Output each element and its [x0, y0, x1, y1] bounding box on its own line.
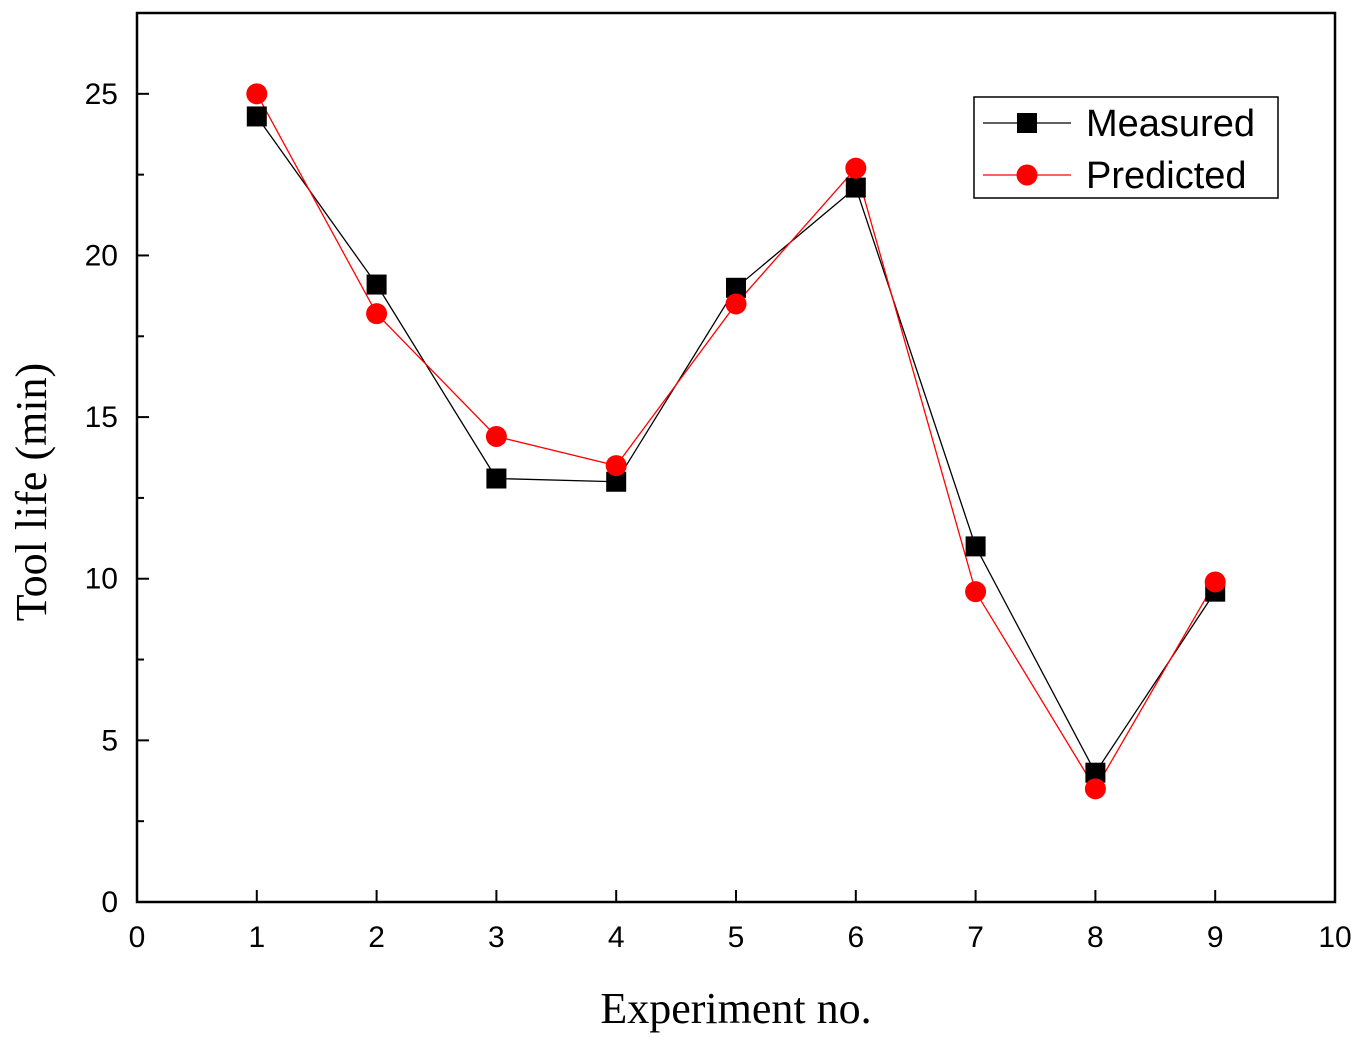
x-tick-label: 8	[1087, 921, 1104, 954]
x-axis-title: Experiment no.	[600, 984, 871, 1033]
y-tick-label: 20	[85, 239, 118, 272]
x-tick-label: 10	[1318, 921, 1351, 954]
predicted-point	[725, 293, 747, 315]
x-tick-label: 3	[488, 921, 505, 954]
measured-line	[256, 116, 1216, 774]
x-tick-label: 7	[967, 921, 984, 954]
x-tick-label: 0	[129, 921, 146, 954]
x-tick-label: 6	[847, 921, 864, 954]
x-tick-label: 1	[248, 921, 265, 954]
y-tick-label: 0	[101, 886, 118, 919]
predicted-point	[1084, 778, 1106, 800]
predicted-point	[605, 455, 627, 477]
predicted-point	[366, 303, 388, 325]
legend-predicted-label: Predicted	[1086, 155, 1247, 197]
legend-measured-marker	[1017, 113, 1037, 133]
measured-point	[965, 536, 986, 557]
x-tick-label: 2	[368, 921, 385, 954]
measured-point	[486, 468, 507, 489]
y-tick-label: 5	[101, 724, 118, 757]
measured-point	[1085, 762, 1106, 783]
y-tick-label: 15	[85, 401, 118, 434]
y-tick-label: 25	[85, 78, 118, 111]
measured-point	[246, 106, 267, 127]
measured-point	[726, 277, 746, 298]
y-tick-label: 10	[85, 563, 118, 596]
measured-point	[606, 471, 627, 492]
predicted-point	[485, 425, 507, 447]
predicted-point	[845, 157, 867, 179]
legend-measured-label: Measured	[1086, 103, 1255, 145]
measured-point	[366, 274, 387, 295]
predicted-point	[246, 83, 268, 105]
plot-series	[246, 83, 1226, 800]
legend: Measured Predicted	[973, 96, 1279, 199]
legend-predicted-marker	[1016, 164, 1038, 186]
predicted-point	[1204, 571, 1226, 593]
x-axis: 0 1 2 3 4 5 6 7 8 9 10	[129, 890, 1352, 954]
y-axis-title: Tool life (min)	[7, 363, 56, 621]
measured-point	[845, 177, 866, 198]
y-axis: 0 5 10 15 20 25	[85, 78, 149, 919]
x-tick-label: 4	[608, 921, 625, 954]
x-tick-label: 9	[1207, 921, 1224, 954]
predicted-point	[965, 581, 987, 603]
x-tick-label: 5	[728, 921, 745, 954]
